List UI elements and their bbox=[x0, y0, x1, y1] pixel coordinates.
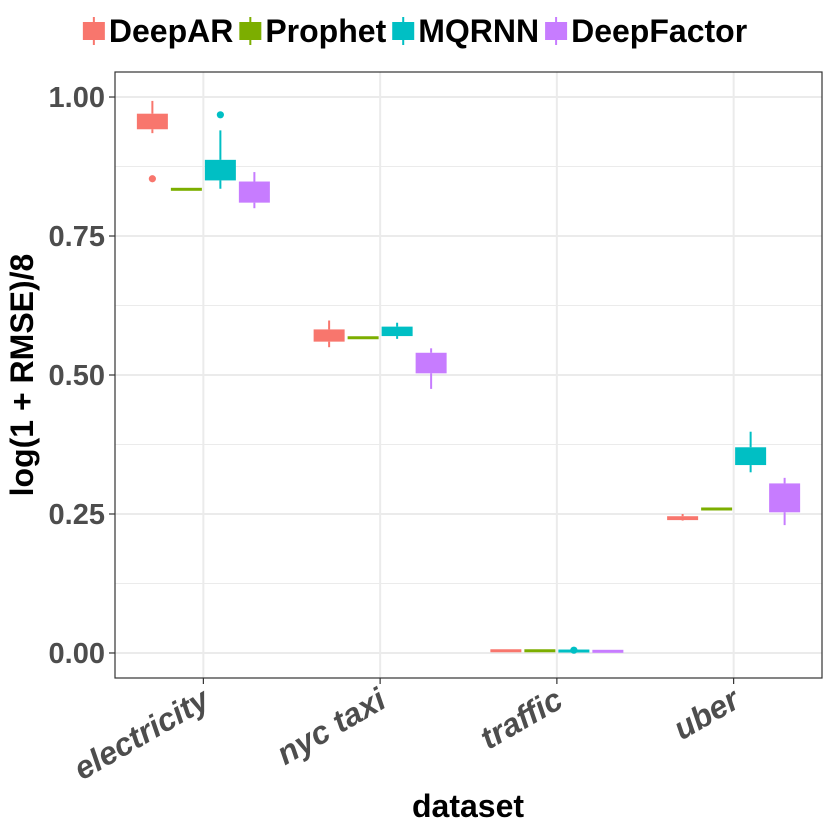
x-axis-title: dataset bbox=[412, 788, 524, 824]
box bbox=[592, 649, 624, 653]
legend-key bbox=[82, 22, 105, 40]
series-deepar bbox=[136, 100, 699, 653]
box bbox=[136, 113, 168, 130]
legend-item-deepar: DeepAR bbox=[82, 13, 233, 49]
legend-label: DeepFactor bbox=[571, 13, 747, 49]
x-axis: electricity nyc taxi traffic uber bbox=[67, 678, 746, 787]
y-tick-label: 0.00 bbox=[49, 638, 105, 670]
legend-item-deepfactor: DeepFactor bbox=[545, 13, 747, 49]
box bbox=[238, 181, 270, 203]
legend-item-prophet: Prophet bbox=[239, 13, 387, 49]
y-axis: 0.00 0.25 0.50 0.75 1.00 bbox=[49, 82, 115, 670]
x-tick-label: uber bbox=[667, 680, 746, 747]
x-tick-label: electricity bbox=[67, 680, 216, 787]
legend-label: MQRNN bbox=[418, 13, 539, 49]
box bbox=[701, 507, 733, 511]
box bbox=[204, 159, 236, 181]
y-tick-label: 0.75 bbox=[49, 221, 105, 253]
x-tick-label: nyc taxi bbox=[270, 680, 392, 771]
box bbox=[381, 326, 413, 337]
x-tick-label: traffic bbox=[474, 681, 569, 756]
box bbox=[313, 329, 345, 342]
y-axis-title: log(1 + RMSE)/8 bbox=[4, 254, 40, 497]
legend-key bbox=[392, 22, 415, 40]
box bbox=[735, 447, 767, 466]
box bbox=[347, 336, 379, 340]
box-series bbox=[136, 100, 801, 654]
outlier-point bbox=[148, 175, 156, 183]
series-prophet bbox=[170, 187, 733, 653]
legend-label: DeepAR bbox=[109, 13, 233, 49]
box bbox=[524, 649, 556, 653]
outlier-point bbox=[216, 111, 224, 119]
outlier-point bbox=[570, 646, 578, 654]
box bbox=[415, 352, 447, 374]
legend-key bbox=[239, 22, 262, 40]
legend-label: Prophet bbox=[265, 13, 386, 49]
box bbox=[170, 187, 202, 191]
legend-key bbox=[545, 22, 568, 40]
y-tick-label: 0.25 bbox=[49, 499, 105, 531]
y-tick-label: 1.00 bbox=[49, 82, 105, 114]
box bbox=[490, 649, 522, 653]
legend: DeepAR Prophet MQRNN DeepFactor bbox=[82, 13, 747, 49]
series-mqrnn bbox=[204, 111, 767, 654]
legend-item-mqrnn: MQRNN bbox=[392, 13, 539, 49]
y-tick-label: 0.50 bbox=[49, 360, 105, 392]
series-deepfactor bbox=[238, 172, 801, 653]
box bbox=[769, 483, 801, 513]
box bbox=[667, 516, 699, 521]
